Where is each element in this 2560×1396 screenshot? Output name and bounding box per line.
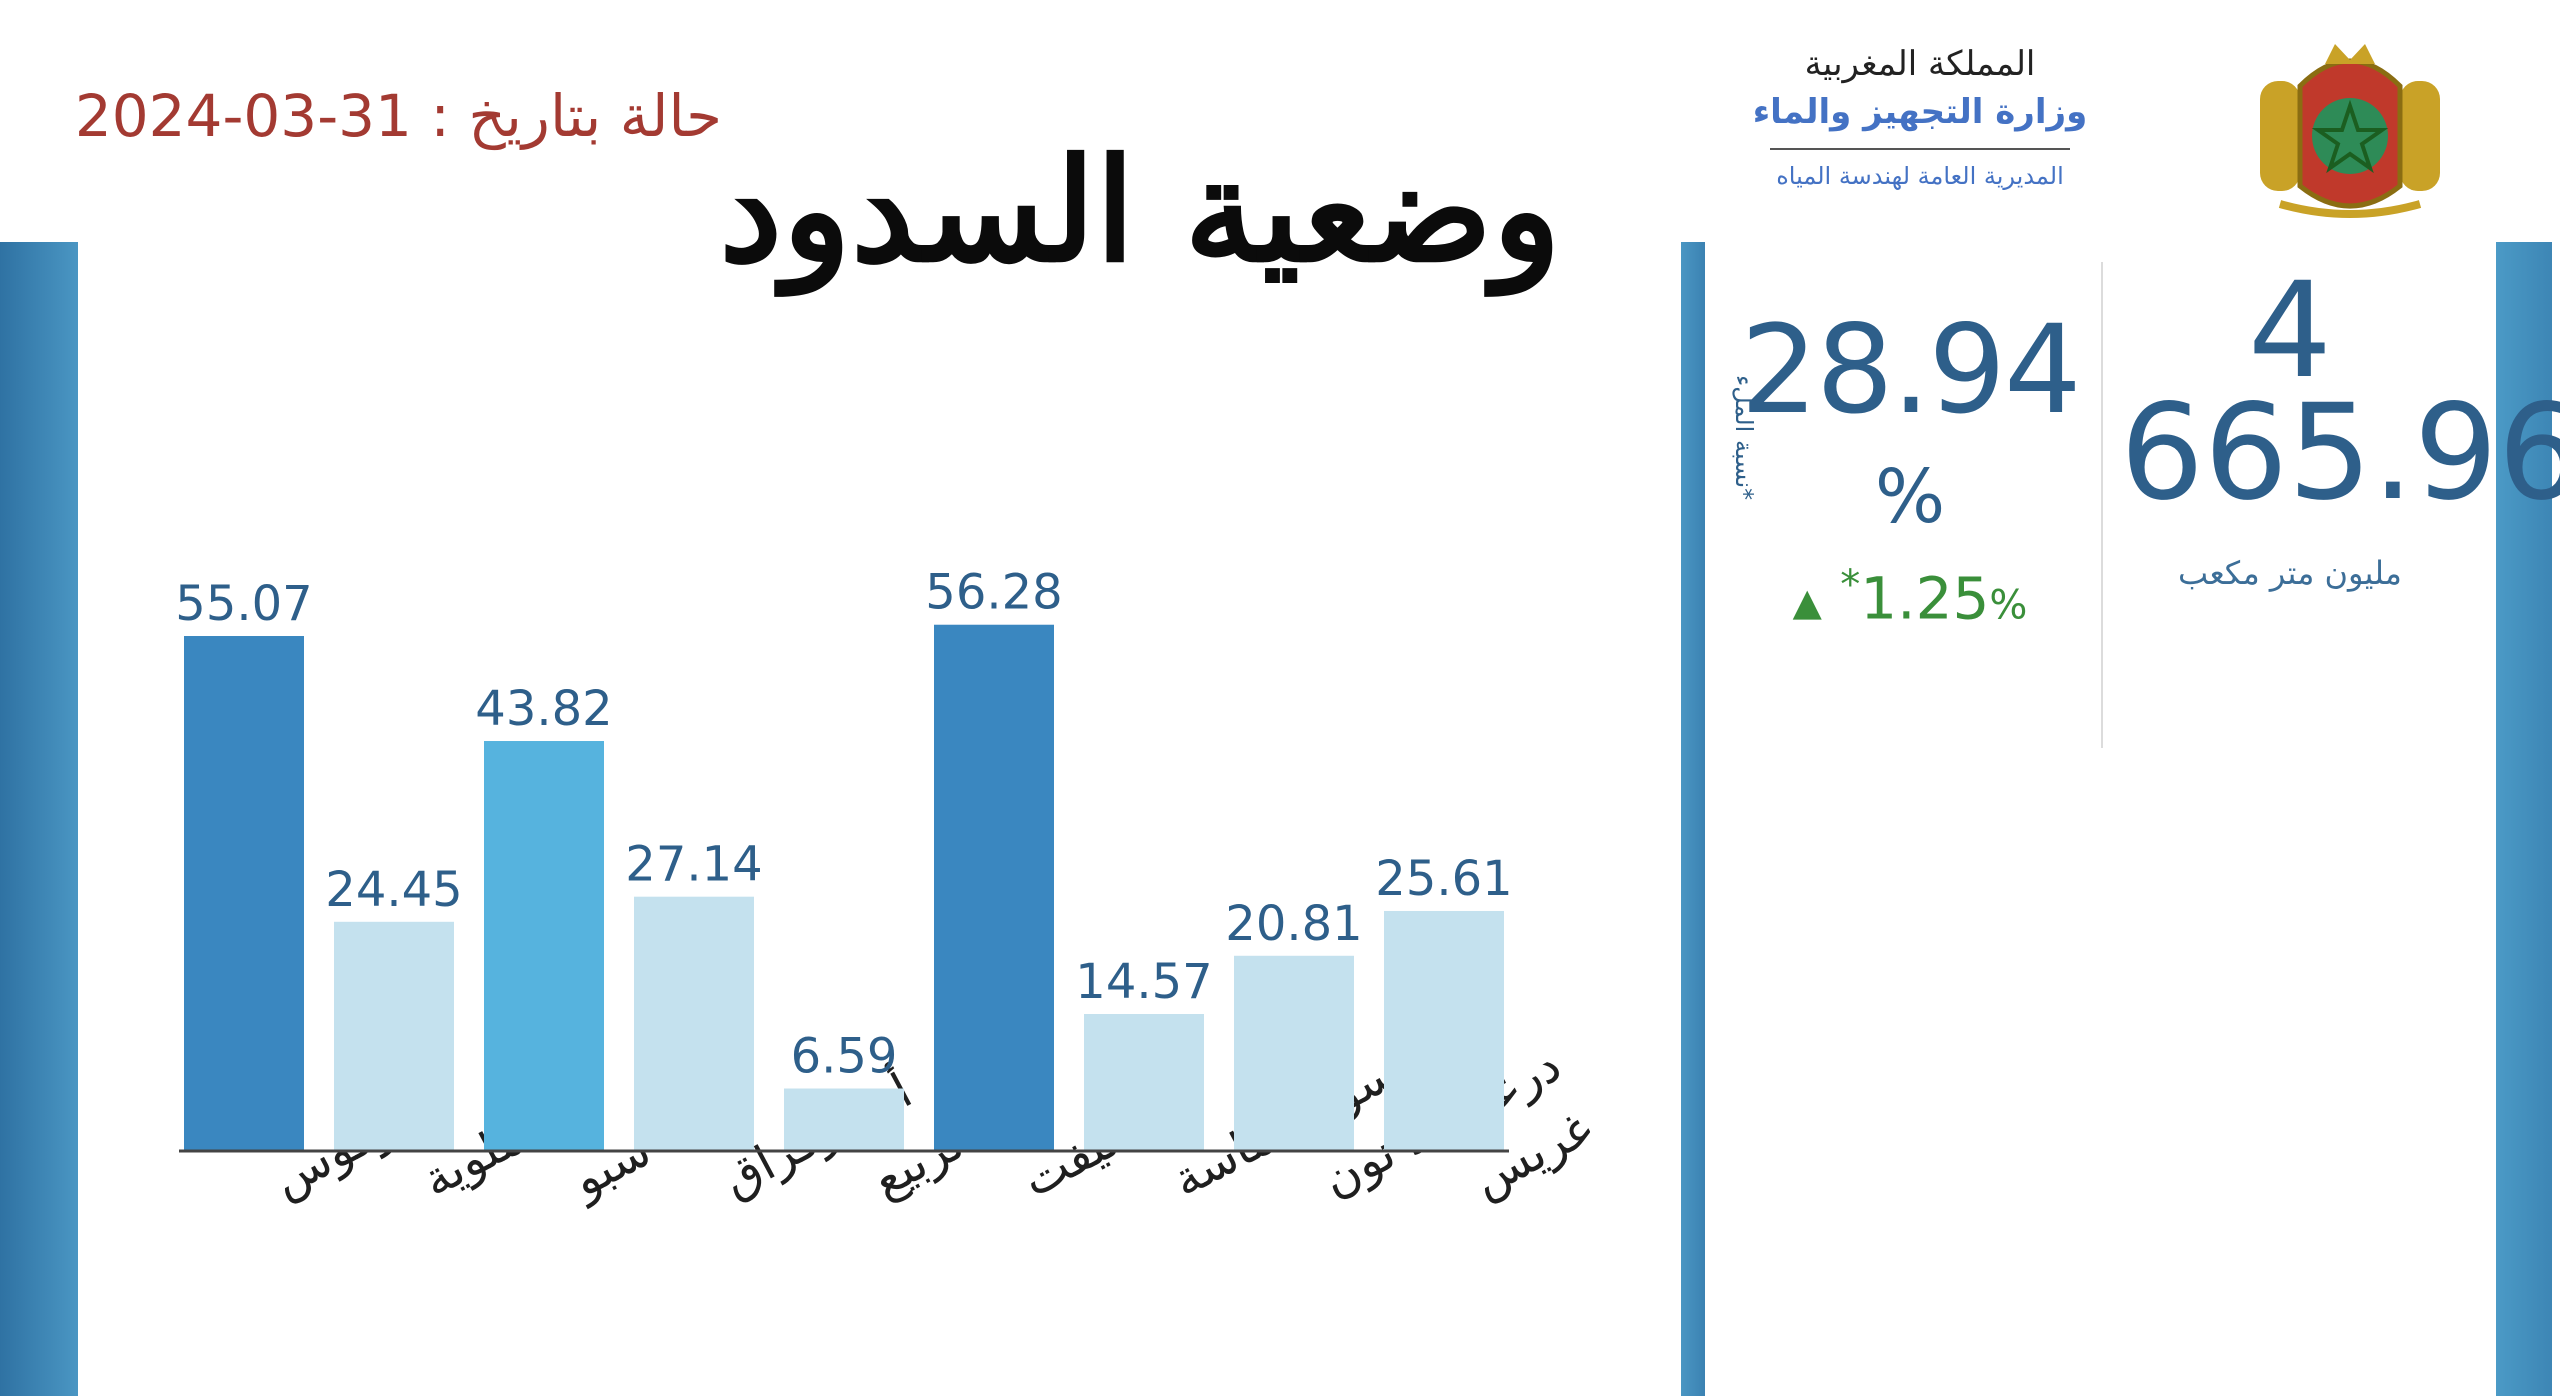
filling-rate-value: 28.94 (1740, 299, 2081, 441)
bar-value-label: 6.59 (791, 1028, 898, 1084)
bar-4 (634, 896, 754, 1150)
bar-value-label: 55.07 (175, 576, 312, 632)
page-title: وضعية السدود (719, 128, 1561, 294)
bar-5 (784, 1088, 904, 1150)
bar-value-label: 43.82 (475, 681, 612, 737)
bar-9 (1384, 910, 1504, 1150)
total-volume-kpi: 4 665.96 مليون متر مكعب (2120, 254, 2560, 592)
bar-value-label: 24.45 (325, 862, 462, 918)
bar-value-label: 14.57 (1075, 954, 1212, 1010)
kingdom-name: المملكة المغربية (1804, 44, 2036, 84)
status-date: حالة بتاريخ : 31-03-2024 (74, 82, 722, 150)
total-volume-unit: مليون متر مكعب (2178, 554, 2402, 592)
bar-2 (334, 921, 454, 1150)
up-arrow-icon: ▲ (1792, 580, 1822, 625)
filling-rate-percent: % (1874, 454, 1946, 540)
ministry-name: وزارة التجهيز والماء (1752, 92, 2088, 132)
bar-8 (1234, 955, 1354, 1150)
total-volume-value: 4 665.96 (2120, 254, 2560, 530)
ministry-divider (1770, 148, 2070, 150)
right-accent-band (2496, 242, 2552, 1396)
bar-value-label: 20.81 (1225, 896, 1362, 952)
bar-value-label: 27.14 (625, 837, 762, 893)
change-footnote-star: * (1840, 562, 1861, 608)
royal-emblem-icon (2260, 44, 2440, 218)
bar-6 (934, 624, 1054, 1150)
kpi-divider (2101, 262, 2103, 748)
ministry-header: المملكة المغربية وزارة التجهيز والماء ال… (1700, 44, 2140, 190)
filling-rate-change: ▲ *1.25% (1740, 562, 2080, 632)
left-accent-band (0, 242, 78, 1396)
change-unit: % (1989, 582, 2028, 629)
bar-value-label: 25.61 (1375, 851, 1512, 907)
bar-1 (184, 636, 304, 1150)
middle-accent-band (1681, 242, 1705, 1396)
filling-rate-label: *نسبة الملء (1730, 374, 1758, 500)
directorate-name: المديرية العامة لهندسة المياه (1776, 162, 2064, 190)
bar-value-label: 56.28 (925, 565, 1062, 621)
bar-7 (1084, 1014, 1204, 1150)
filling-rate-kpi: 28.94 % ▲ *1.25% (1740, 299, 2081, 632)
change-value: 1.25 (1860, 564, 1990, 633)
bar-3 (484, 741, 604, 1150)
